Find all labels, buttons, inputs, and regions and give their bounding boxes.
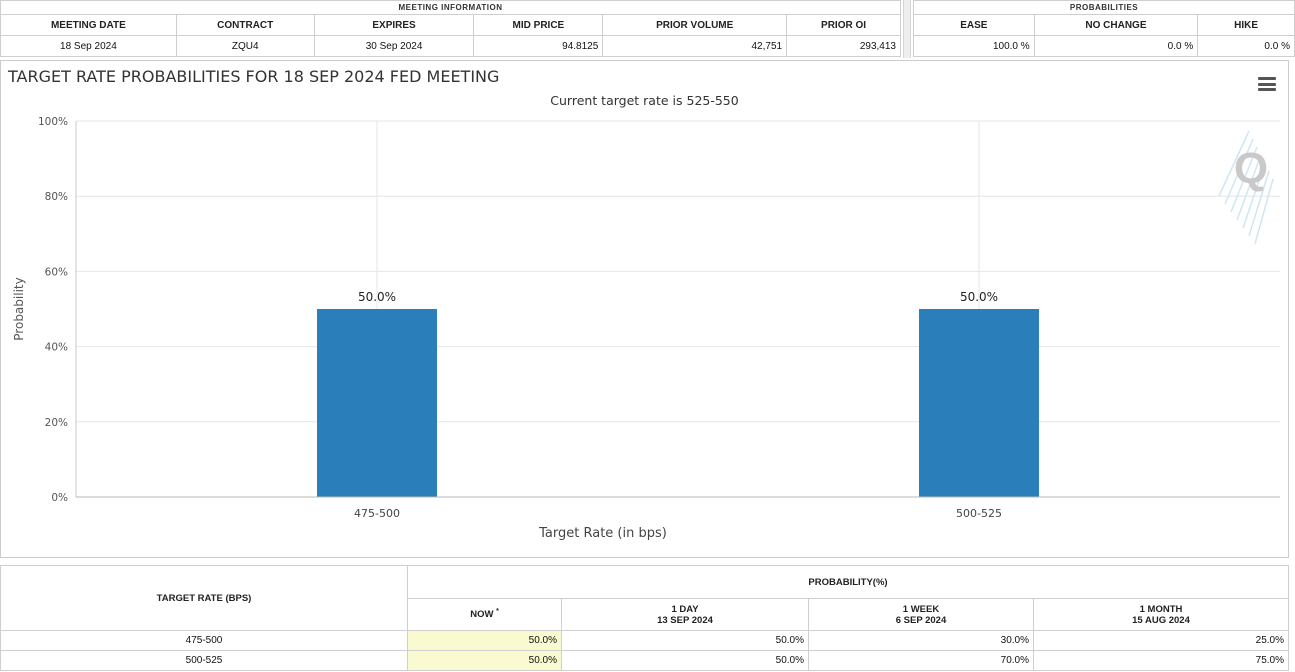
x-axis-title: Target Rate (in bps) (538, 526, 667, 541)
x-tick-label: 500-525 (956, 507, 1002, 520)
ease-value: 100.0 % (913, 35, 1035, 57)
hike-value: 0.0 % (1197, 35, 1295, 57)
header-expires: EXPIRES (313, 14, 475, 36)
prior-oi-value: 293,413 (786, 35, 901, 57)
watermark-letter: Q (1234, 144, 1268, 193)
column-now-mark: * (496, 608, 499, 616)
chart-subtitle: Current target rate is 525-550 (550, 93, 739, 108)
bar-data-label: 50.0% (358, 290, 396, 304)
header-meeting-date: MEETING DATE (0, 14, 177, 36)
meeting-date-value: 18 Sep 2024 (0, 35, 177, 57)
bar-data-label: 50.0% (960, 290, 998, 304)
y-tick-label: 40% (45, 342, 68, 354)
target-rate-header: TARGET RATE (BPS) (0, 565, 408, 631)
bar (317, 309, 437, 497)
one-week-cell: 30.0% (808, 630, 1034, 651)
column-1-day: 1 DAY 13 SEP 2024 (561, 598, 809, 631)
probability-chart: 0% 20% 40% 60% 80% 100% 50.0% 475-500 50.0% 500-5… (12, 116, 1280, 541)
rate-cell: 500-525 (0, 650, 408, 671)
column-now-label: NOW (470, 609, 494, 621)
header-prior-oi: PRIOR OI (786, 14, 901, 36)
x-tick-label: 475-500 (354, 507, 400, 520)
now-cell: 50.0% (407, 630, 562, 651)
quikstrike-logo-icon: Q (1218, 130, 1274, 245)
one-day-cell: 50.0% (561, 630, 809, 651)
column-1-week: 1 WEEK 6 SEP 2024 (808, 598, 1034, 631)
meeting-information-table: MEETING INFORMATION MEETING DATE CONTRAC… (0, 0, 901, 57)
table-separator (903, 0, 911, 58)
column-1-month-date: 15 AUG 2024 (1132, 614, 1190, 626)
one-month-cell: 25.0% (1033, 630, 1289, 651)
hamburger-menu-icon[interactable] (1258, 77, 1276, 91)
column-1-month: 1 MONTH 15 AUG 2024 (1033, 598, 1289, 631)
header-prior-volume: PRIOR VOLUME (602, 14, 788, 36)
y-tick-label: 100% (38, 116, 68, 128)
probabilities-caption: PROBABILITIES (913, 0, 1295, 15)
target-rate-probability-table: TARGET RATE (BPS) PROBABILITY(%) NOW * 1… (0, 565, 1289, 671)
column-1-month-label: 1 MONTH (1139, 603, 1183, 615)
table-row: 475-500 50.0% 50.0% 30.0% 25.0% (0, 630, 1289, 651)
y-tick-label: 20% (45, 417, 68, 429)
header-ease: EASE (913, 14, 1035, 36)
column-1-week-date: 6 SEP 2024 (895, 614, 947, 626)
table-row: 500-525 50.0% 50.0% 70.0% 75.0% (0, 650, 1289, 671)
contract-value: ZQU4 (175, 35, 315, 57)
meeting-information-caption: MEETING INFORMATION (0, 0, 901, 15)
column-1-week-label: 1 WEEK (902, 603, 940, 615)
probability-header: PROBABILITY(%) (407, 565, 1289, 599)
y-tick-label: 60% (45, 266, 68, 278)
chart-panel: 0% 20% 40% 60% 80% 100% 50.0% 475-500 50.0% 500-5… (0, 60, 1289, 558)
column-1-day-date: 13 SEP 2024 (657, 614, 713, 626)
rate-cell: 475-500 (0, 630, 408, 651)
header-mid-price: MID PRICE (473, 14, 604, 36)
one-month-cell: 75.0% (1033, 650, 1289, 671)
prior-volume-value: 42,751 (602, 35, 788, 57)
column-1-day-label: 1 DAY (671, 603, 699, 615)
header-no-change: NO CHANGE (1033, 14, 1199, 36)
y-tick-label: 0% (51, 492, 68, 504)
header-contract: CONTRACT (175, 14, 315, 36)
now-cell: 50.0% (407, 650, 562, 671)
bar (919, 309, 1039, 497)
no-change-value: 0.0 % (1033, 35, 1199, 57)
header-hike: HIKE (1197, 14, 1295, 36)
y-tick-label: 80% (45, 191, 68, 203)
info-header: MEETING INFORMATION MEETING DATE CONTRAC… (0, 0, 1295, 58)
one-week-cell: 70.0% (808, 650, 1034, 671)
column-now: NOW * (407, 598, 562, 631)
chart-title: TARGET RATE PROBABILITIES FOR 18 SEP 202… (8, 67, 500, 86)
mid-price-value: 94.8125 (473, 35, 604, 57)
one-day-cell: 50.0% (561, 650, 809, 671)
expires-value: 30 Sep 2024 (313, 35, 475, 57)
probabilities-table: PROBABILITIES EASE NO CHANGE HIKE 100.0 … (913, 0, 1295, 57)
y-axis-title: Probability (12, 277, 26, 340)
